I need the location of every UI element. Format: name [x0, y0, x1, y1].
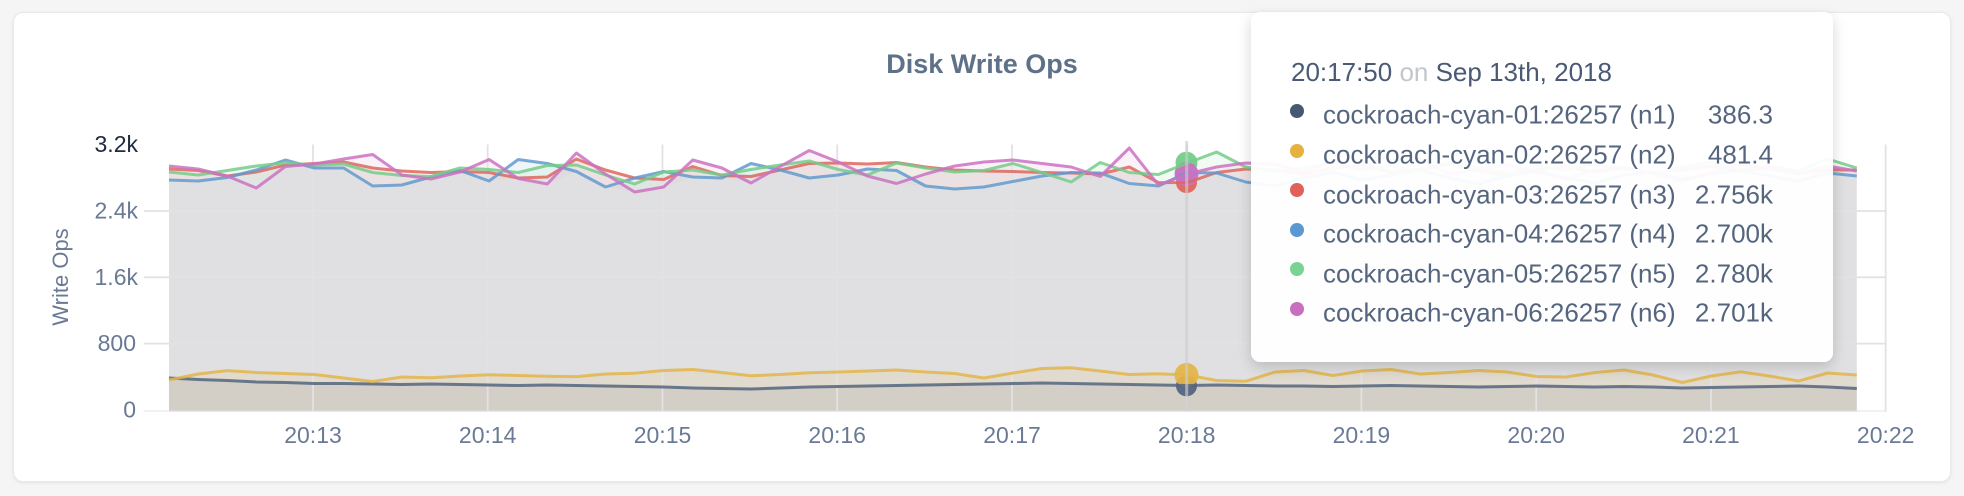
svg-text:20:17: 20:17	[983, 422, 1041, 448]
svg-text:20:21: 20:21	[1682, 422, 1740, 448]
svg-text:20:22: 20:22	[1857, 422, 1915, 448]
svg-text:20:19: 20:19	[1333, 422, 1391, 448]
svg-text:800: 800	[98, 330, 136, 356]
svg-text:0: 0	[123, 397, 136, 423]
svg-text:2.4k: 2.4k	[95, 198, 139, 224]
svg-text:20:20: 20:20	[1507, 422, 1565, 448]
svg-text:20:14: 20:14	[459, 422, 517, 448]
svg-text:20:18: 20:18	[1158, 422, 1216, 448]
svg-text:3.2k: 3.2k	[95, 131, 139, 157]
svg-text:Write Ops: Write Ops	[48, 228, 73, 325]
svg-text:20:13: 20:13	[284, 422, 342, 448]
svg-text:20:15: 20:15	[634, 422, 692, 448]
svg-text:20:16: 20:16	[808, 422, 866, 448]
svg-text:1.6k: 1.6k	[95, 264, 139, 290]
